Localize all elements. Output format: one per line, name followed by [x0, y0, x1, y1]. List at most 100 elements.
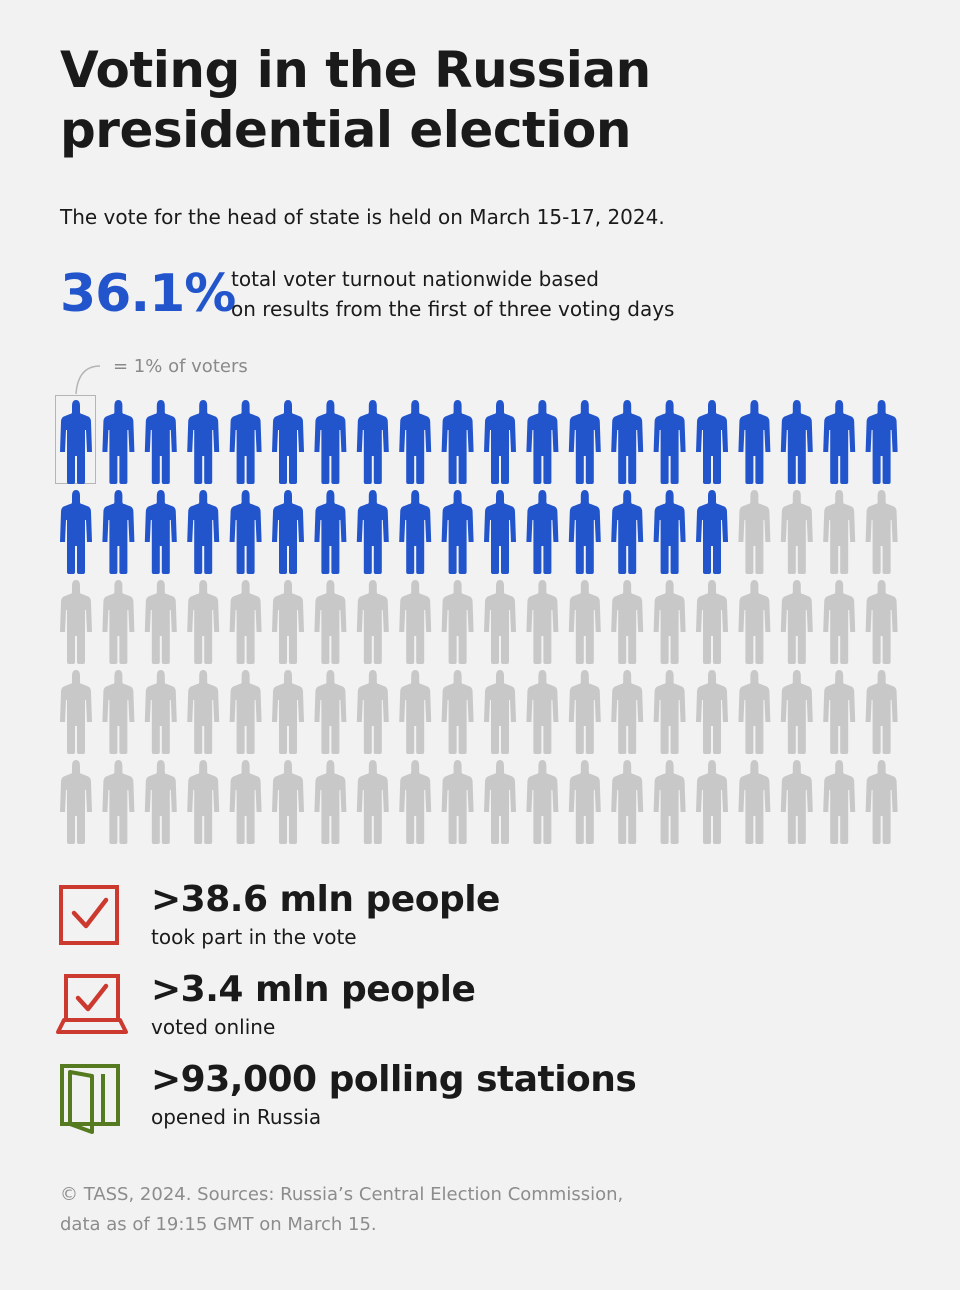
person-icon-empty: [272, 670, 304, 754]
person-icon-filled: [356, 490, 389, 574]
person-icon-filled: [272, 490, 304, 574]
person-icon-empty: [229, 670, 262, 754]
person-icon-filled: [696, 490, 728, 574]
person-icon-empty: [314, 580, 347, 664]
ballot-checkbox-icon: [59, 885, 119, 945]
person-icon-filled: [568, 490, 601, 574]
legend-highlight-box: [55, 395, 96, 484]
person-icon-empty: [823, 580, 856, 664]
person-icon-empty: [780, 670, 813, 754]
person-icon-filled: [102, 490, 135, 574]
person-icon-empty: [272, 760, 304, 844]
person-icon-empty: [653, 670, 686, 754]
person-icon-empty: [865, 670, 898, 754]
person-icon-filled: [865, 400, 898, 484]
person-icon-filled: [102, 400, 135, 484]
subtitle: The vote for the head of state is held o…: [60, 205, 665, 229]
person-icon-empty: [356, 760, 389, 844]
person-icon-empty: [696, 760, 728, 844]
footer-line2: data as of 19:15 GMT on March 15.: [60, 1214, 377, 1235]
laptop-checkbox-icon: [56, 974, 128, 1034]
person-icon-filled: [568, 400, 601, 484]
person-icon-empty: [738, 760, 771, 844]
person-icon-empty: [780, 490, 813, 574]
person-icon-filled: [229, 400, 262, 484]
person-icon-empty: [653, 580, 686, 664]
person-icon-filled: [611, 490, 644, 574]
footer-source: © TASS, 2024. Sources: Russia’s Central …: [60, 1180, 760, 1240]
person-icon-empty: [738, 580, 771, 664]
person-icon-empty: [60, 670, 92, 754]
person-icon-empty: [356, 580, 389, 664]
legend-label: = 1% of voters: [113, 356, 248, 377]
person-icon-empty: [696, 580, 728, 664]
person-icon-empty: [568, 670, 601, 754]
person-icon-empty: [865, 580, 898, 664]
person-icon-empty: [229, 760, 262, 844]
person-icon-empty: [823, 490, 856, 574]
person-icon-empty: [441, 580, 474, 664]
person-icon-filled: [441, 400, 474, 484]
person-icon-empty: [823, 670, 856, 754]
person-icon-empty: [187, 760, 220, 844]
person-icon-empty: [568, 580, 601, 664]
turnout-description-line1: total voter turnout nationwide based: [231, 267, 599, 291]
person-icon-empty: [484, 580, 516, 664]
door-icon: [60, 1064, 120, 1134]
person-icon-filled: [144, 490, 177, 574]
person-icon-empty: [611, 580, 644, 664]
person-icon-empty: [60, 760, 92, 844]
person-icon-empty: [102, 580, 135, 664]
turnout-value: 36.1%: [60, 264, 236, 324]
turnout-description-line2: on results from the first of three votin…: [231, 297, 675, 321]
person-icon-filled: [823, 400, 856, 484]
person-icon-empty: [526, 670, 559, 754]
person-icon-filled: [738, 400, 771, 484]
person-icon-filled: [399, 400, 432, 484]
person-icon-filled: [272, 400, 304, 484]
person-icon-filled: [441, 490, 474, 574]
legend-connector: [75, 365, 101, 395]
person-icon-filled: [187, 490, 220, 574]
stat-stations-value: >93,000 polling stations: [151, 1059, 637, 1100]
person-icon-filled: [144, 400, 177, 484]
stat-stations-label: opened in Russia: [151, 1105, 322, 1129]
person-icon-filled: [780, 400, 813, 484]
person-icon-empty: [187, 670, 220, 754]
person-icon-empty: [738, 490, 771, 574]
person-icon-filled: [187, 400, 220, 484]
person-icon-empty: [144, 580, 177, 664]
person-icon-empty: [526, 580, 559, 664]
person-icon-filled: [60, 400, 92, 484]
turnout-description: total voter turnout nationwide based on …: [231, 264, 731, 324]
person-icon-filled: [356, 400, 389, 484]
stat-participants-value: >38.6 mln people: [151, 879, 500, 920]
person-icon-empty: [314, 760, 347, 844]
person-icon-filled: [611, 400, 644, 484]
person-icon-empty: [314, 670, 347, 754]
pictogram-chart: [60, 400, 898, 844]
stat-online-label: voted online: [151, 1015, 276, 1039]
person-icon-empty: [399, 580, 432, 664]
person-icon-empty: [780, 760, 813, 844]
person-icon-empty: [399, 670, 432, 754]
person-icon-filled: [653, 490, 686, 574]
page-title: Voting in the Russian presidential elect…: [60, 41, 651, 159]
person-icon-filled: [653, 400, 686, 484]
person-icon-empty: [611, 670, 644, 754]
person-icon-empty: [229, 580, 262, 664]
person-icon-filled: [526, 490, 559, 574]
person-icon-empty: [102, 670, 135, 754]
person-icon-filled: [696, 400, 728, 484]
person-icon-empty: [568, 760, 601, 844]
person-icon-filled: [526, 400, 559, 484]
person-icon-filled: [229, 490, 262, 574]
person-icon-empty: [60, 580, 92, 664]
person-icon-empty: [441, 760, 474, 844]
person-icon-filled: [60, 490, 92, 574]
person-icon-filled: [314, 490, 347, 574]
person-icon-empty: [484, 670, 516, 754]
person-icon-empty: [441, 670, 474, 754]
person-icon-empty: [187, 580, 220, 664]
person-icon-empty: [526, 760, 559, 844]
